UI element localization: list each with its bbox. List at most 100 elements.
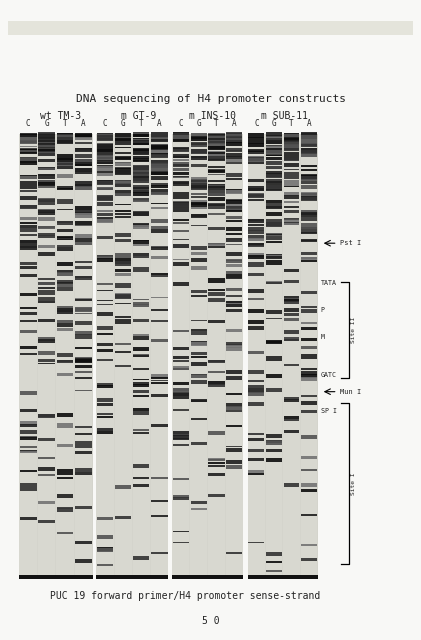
Bar [266,220,282,223]
Bar [208,134,225,138]
Bar [75,299,92,301]
Bar [284,137,299,139]
Bar [266,185,282,189]
Bar [151,150,168,154]
Bar [173,208,189,210]
Bar [20,445,37,449]
Bar [133,151,149,156]
Bar [226,348,242,351]
Bar [226,156,242,159]
Bar [115,295,131,300]
Bar [208,465,225,467]
Bar [97,148,113,152]
Bar [226,370,242,374]
Bar [226,201,242,202]
Bar [301,135,317,139]
Bar [173,175,189,177]
Bar [284,269,299,272]
Bar [284,163,299,166]
Bar [56,287,73,291]
Bar [38,133,55,137]
Bar [190,180,207,184]
Bar [301,543,317,547]
Bar [284,314,299,316]
Bar [301,210,317,214]
Bar [151,134,168,136]
Bar [190,329,207,332]
Bar [208,174,225,175]
Bar [38,132,55,137]
Bar [56,237,73,239]
Bar [97,180,113,182]
Bar [133,224,149,226]
Bar [208,473,225,476]
Bar [97,138,113,140]
Bar [20,158,37,161]
Bar [284,483,299,486]
Bar [226,140,242,143]
Bar [115,157,131,159]
Bar [133,160,149,162]
Bar [226,552,242,554]
Bar [266,204,282,207]
Bar [75,225,92,226]
Bar [226,403,242,407]
Bar [115,316,131,319]
Bar [133,172,149,176]
Text: P: P [321,307,325,313]
Bar [151,320,168,322]
Bar [266,136,282,137]
Bar [38,337,55,341]
Bar [20,430,37,434]
Bar [248,385,264,388]
Bar [173,132,189,136]
Bar [266,137,282,138]
Bar [20,176,37,179]
Bar [266,134,282,575]
Bar [75,164,92,166]
Bar [301,145,317,147]
Bar [56,273,73,276]
Bar [248,133,264,136]
Bar [266,182,282,186]
Bar [226,424,242,428]
Bar [20,293,37,296]
Bar [133,134,150,575]
Bar [151,394,168,397]
Bar [115,212,131,215]
Bar [133,253,149,258]
Bar [301,232,317,234]
Bar [38,415,55,417]
Bar [75,472,92,475]
Bar [208,385,225,387]
Bar [56,508,73,511]
Bar [173,246,189,248]
Bar [190,246,207,250]
Bar [173,132,189,136]
Bar [97,564,113,566]
Bar [97,132,113,136]
Bar [301,355,317,358]
Bar [20,246,37,250]
Bar [226,209,242,211]
Bar [208,204,225,205]
Bar [97,210,113,212]
Bar [301,322,317,324]
Bar [301,368,317,369]
Bar [226,295,242,296]
Bar [208,193,225,196]
Bar [190,196,207,198]
Bar [248,575,318,579]
Bar [133,138,149,140]
Bar [248,310,264,313]
Bar [56,134,73,139]
Bar [151,339,168,342]
Bar [75,261,92,263]
Bar [173,159,189,161]
Bar [97,403,113,406]
Bar [284,192,299,196]
Bar [173,244,189,248]
Bar [266,141,282,143]
Bar [133,211,149,214]
Bar [97,166,113,168]
